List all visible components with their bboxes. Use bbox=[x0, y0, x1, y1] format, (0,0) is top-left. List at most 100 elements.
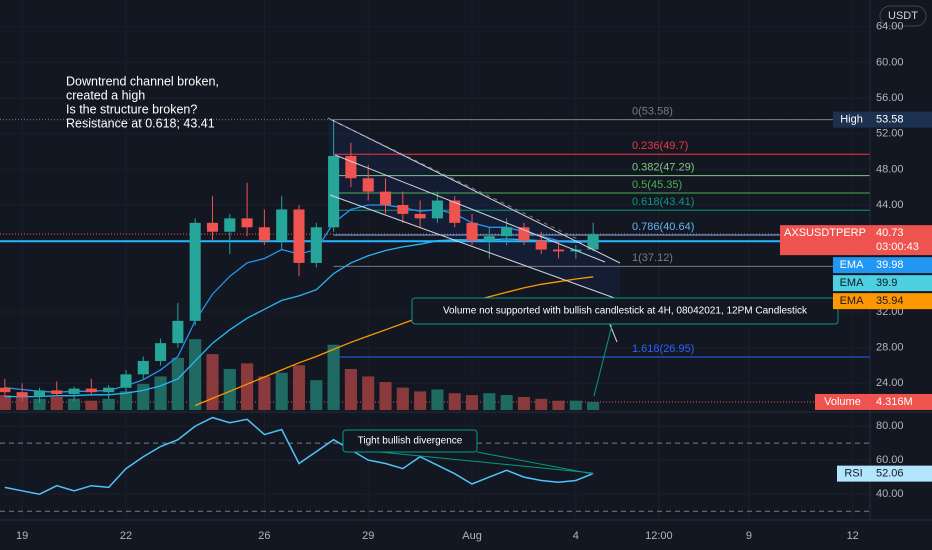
axis-value-tag bbox=[870, 293, 932, 310]
candle-body bbox=[155, 343, 167, 361]
candle-body bbox=[501, 227, 513, 237]
candle-body bbox=[172, 320, 184, 344]
volume-bar bbox=[344, 369, 357, 410]
axis-name-text: EMA bbox=[840, 259, 865, 271]
axis-value-tag bbox=[870, 111, 932, 128]
candle-body bbox=[587, 234, 599, 250]
candle-body bbox=[85, 388, 97, 393]
overlay: Downtrend channel broken, created a high… bbox=[66, 74, 839, 475]
y-tick-label: 56.00 bbox=[876, 92, 904, 104]
candle-body bbox=[293, 209, 305, 263]
annotation-box bbox=[411, 297, 839, 325]
axis-value-tag bbox=[870, 225, 932, 256]
axis-value-tag bbox=[870, 465, 932, 482]
volume-bar bbox=[206, 354, 219, 410]
axis-value-text: 4.316M bbox=[876, 396, 913, 408]
currency-button[interactable] bbox=[879, 5, 927, 27]
annotation-text: Tight bullish divergence bbox=[358, 436, 463, 447]
volume-bar bbox=[0, 395, 11, 410]
axis-value-text: 40.73 bbox=[876, 227, 904, 239]
pointer-line bbox=[476, 451, 594, 475]
plot: 0(53.58) 0.236(49.7) 0.382(47.29) 0.5(45.35… bbox=[0, 106, 870, 495]
y-tick-label: 48.00 bbox=[876, 163, 904, 175]
x-tick-label: 9 bbox=[746, 530, 752, 542]
volume-bar bbox=[327, 344, 340, 410]
volume-bar bbox=[517, 396, 530, 410]
fib-label: 0.5(45.35) bbox=[632, 179, 682, 191]
channel-line bbox=[327, 117, 621, 264]
fib-label: 0.786(40.64) bbox=[632, 221, 694, 233]
axis-name-text: High bbox=[840, 114, 863, 126]
axis-name-text: AXSUSDTPERP bbox=[784, 227, 866, 239]
volume-bar bbox=[431, 389, 444, 410]
axis-value-text: 53.58 bbox=[876, 114, 904, 126]
volume-bar bbox=[587, 401, 600, 410]
axis-value-text: 39.9 bbox=[876, 277, 897, 289]
rsi-tick-label: 80.00 bbox=[876, 420, 904, 432]
volume-bar bbox=[362, 376, 375, 410]
candle-body bbox=[16, 392, 28, 397]
annotation-line: created a high bbox=[66, 88, 145, 102]
axis-name-text: RSI bbox=[844, 468, 862, 480]
candle-body bbox=[120, 374, 132, 388]
axis-value-text: 39.98 bbox=[876, 259, 904, 271]
volume-bar bbox=[189, 339, 202, 410]
axis-name-tag bbox=[815, 393, 870, 410]
volume-bar bbox=[241, 363, 254, 410]
candle-body bbox=[345, 155, 357, 179]
candle-body bbox=[328, 155, 340, 228]
candle-body bbox=[535, 240, 547, 250]
x-tick-label: 29 bbox=[362, 530, 374, 542]
volume-bar bbox=[379, 382, 392, 410]
rsi-tick-label: 60.00 bbox=[876, 454, 904, 466]
volume-bar bbox=[535, 398, 548, 410]
x-tick-label: 22 bbox=[120, 530, 132, 542]
volume-bar bbox=[154, 376, 167, 410]
volume-bar bbox=[223, 369, 236, 410]
x-tick-label: 4 bbox=[573, 530, 579, 542]
annotation-line: Downtrend channel broken, bbox=[66, 74, 219, 88]
volume-bar bbox=[414, 391, 427, 410]
candle-body bbox=[397, 205, 409, 214]
annotation-box bbox=[342, 429, 478, 453]
candle-body bbox=[241, 218, 253, 228]
channel-fill bbox=[328, 118, 620, 300]
annotation-line: Resistance at 0.618; 43.41 bbox=[66, 116, 215, 130]
volume-bar bbox=[33, 398, 46, 410]
channel-mid bbox=[327, 117, 601, 251]
volume-bar bbox=[50, 396, 63, 410]
axis-value-tag bbox=[870, 257, 932, 274]
y-tick-label: 60.00 bbox=[876, 56, 904, 68]
axis-name-tag bbox=[833, 293, 870, 310]
y-tick-label: 64.00 bbox=[876, 21, 904, 33]
volume-bar bbox=[448, 393, 461, 410]
candle-body bbox=[189, 222, 201, 321]
volume-bar bbox=[275, 372, 288, 410]
fib-label: 1(37.12) bbox=[632, 252, 673, 264]
channel-line bbox=[334, 154, 606, 263]
axis-value-tag bbox=[870, 275, 932, 292]
x-tick-label: 19 bbox=[16, 530, 28, 542]
axis-name-tag bbox=[837, 465, 870, 482]
price-axis: USDT 19 22 26 29 Aug 4 12:00 9 1224.0028.0032.00… bbox=[16, 5, 932, 542]
candle-body bbox=[414, 213, 426, 219]
ema-line bbox=[194, 276, 594, 407]
volume-bar bbox=[119, 391, 133, 410]
volume-bar bbox=[500, 395, 513, 410]
volume-bar bbox=[465, 395, 479, 410]
axis-name-tag bbox=[833, 111, 870, 128]
candle-body bbox=[68, 388, 80, 394]
x-tick-label: Aug bbox=[462, 530, 482, 542]
candle-body bbox=[518, 227, 530, 241]
x-tick-label: 12 bbox=[847, 530, 859, 542]
volume-bar bbox=[569, 400, 582, 410]
candle-body bbox=[431, 200, 443, 219]
rsi-tick-label: 40.00 bbox=[876, 488, 904, 500]
x-tick-label: 26 bbox=[258, 530, 270, 542]
candle-body bbox=[379, 191, 392, 205]
axis-name-tag bbox=[833, 275, 870, 292]
volume-bar bbox=[292, 365, 306, 410]
axis-name-text: EMA bbox=[840, 295, 865, 307]
volume-bar bbox=[85, 400, 98, 410]
annotation-text: Volume not supported with bullish candle… bbox=[443, 306, 808, 317]
